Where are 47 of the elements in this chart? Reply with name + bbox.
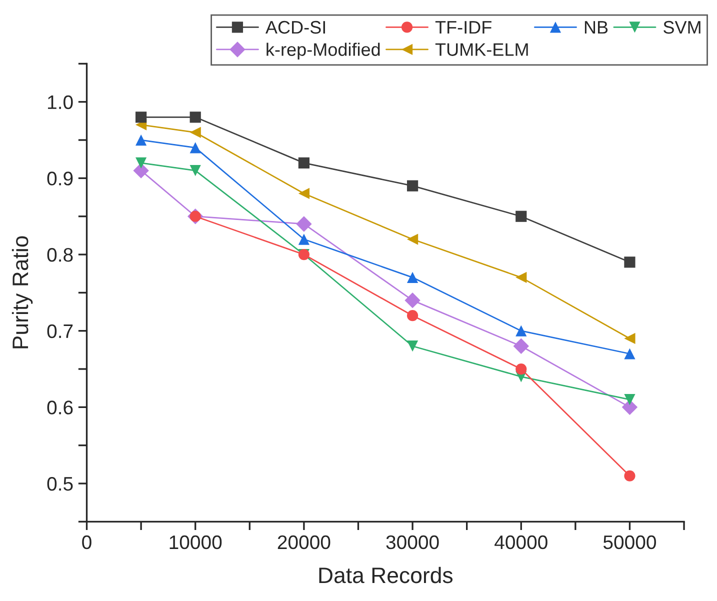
point xyxy=(135,112,147,123)
point xyxy=(516,210,527,222)
point xyxy=(406,310,418,322)
x-tick-label: 10000 xyxy=(170,535,222,550)
legend-label: TF-IDF xyxy=(435,21,492,34)
point xyxy=(406,180,418,192)
point xyxy=(406,340,418,352)
x-tick-label: 30000 xyxy=(386,535,439,550)
point xyxy=(190,165,201,176)
point xyxy=(516,363,527,375)
point xyxy=(190,142,201,154)
point xyxy=(298,234,310,245)
y-tick-label: 0.7 xyxy=(47,324,73,338)
point xyxy=(624,394,636,406)
point xyxy=(624,470,636,482)
point xyxy=(406,234,418,245)
point xyxy=(298,188,310,200)
point xyxy=(135,134,147,146)
x-tick-label: 0 xyxy=(82,535,92,550)
point xyxy=(513,338,529,354)
x-tick-label: 50000 xyxy=(603,535,656,550)
legend-label: TUMK-ELM xyxy=(435,43,528,56)
point xyxy=(190,112,201,123)
y-tick-label: 0.8 xyxy=(47,248,73,262)
point xyxy=(624,332,636,344)
y-axis-title: Purity Ratio xyxy=(12,236,33,348)
point xyxy=(135,157,147,168)
y-tick-label: 0.9 xyxy=(47,172,73,186)
legend-label: k-rep-Modified xyxy=(266,42,380,60)
x-tick-label: 20000 xyxy=(278,535,330,550)
y-tick-label: 0.6 xyxy=(47,400,73,414)
point xyxy=(296,216,312,232)
y-tick-label: 0.5 xyxy=(47,476,73,491)
legend-label: SVM xyxy=(664,20,700,34)
legend-label: ACD-SI xyxy=(265,20,325,34)
point xyxy=(516,272,527,283)
point xyxy=(404,292,420,308)
y-tick-label: 1.0 xyxy=(48,95,73,110)
point xyxy=(190,126,201,138)
point xyxy=(624,348,636,360)
x-tick-label: 40000 xyxy=(494,535,548,550)
point xyxy=(624,256,636,268)
legend-label: NB xyxy=(584,21,608,34)
point xyxy=(516,325,527,336)
point xyxy=(298,157,310,168)
point xyxy=(406,272,418,283)
x-axis-title: Data Records xyxy=(319,566,453,584)
